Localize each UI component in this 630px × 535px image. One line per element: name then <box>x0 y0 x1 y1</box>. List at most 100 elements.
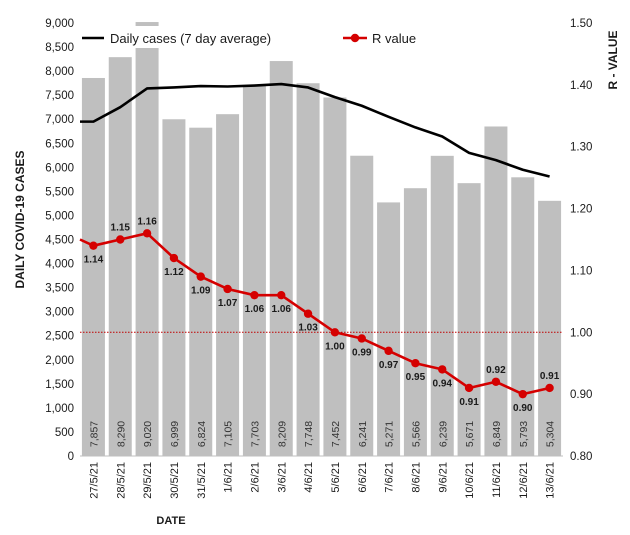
r-value-label: 1.15 <box>111 223 131 234</box>
bar-value-label: 6,849 <box>491 421 503 447</box>
x-tick-label: 8/6/21 <box>410 462 422 493</box>
r-value-series: 1.14 1.15 1.16 1.12 1.09 1.07 1.06 1.06 1.03 1.00… <box>79 216 560 414</box>
r-value-point <box>438 365 447 374</box>
legend-background <box>80 26 265 48</box>
y-left-tick-label: 5,000 <box>45 210 74 222</box>
y-left-tick-label: 4,000 <box>45 259 74 271</box>
r-value-label: 1.07 <box>218 298 238 309</box>
x-tick-label: 6/6/21 <box>357 462 369 493</box>
bar-series: 7,857 8,290 9,020 6,999 6,824 7,105 7,703 8,209… <box>81 22 562 457</box>
r-value-point <box>169 253 179 263</box>
x-tick-label: 29/5/21 <box>142 462 154 499</box>
r-value-label: 0.95 <box>406 372 426 383</box>
y-left-tick-label: 4,500 <box>45 235 74 247</box>
y-right-axis-title: R - VALUE <box>606 30 620 89</box>
bar-value-label: 8,209 <box>276 421 288 447</box>
bar-value-label: 5,271 <box>384 421 396 447</box>
x-tick-label: 1/6/21 <box>223 462 235 493</box>
y-left-tick-label: 3,000 <box>45 307 74 319</box>
x-tick-label: 10/6/21 <box>464 462 476 499</box>
legend-r-marker <box>350 33 360 43</box>
legend: Daily cases (7 day average) R value <box>80 26 430 48</box>
x-tick-label: 12/6/21 <box>518 462 530 499</box>
bar <box>377 202 401 456</box>
y-left-tick-label: 2,500 <box>45 331 74 343</box>
legend-average-label: Daily cases (7 day average) <box>110 31 271 46</box>
y-right-tick-label: 1.10 <box>570 265 592 277</box>
bar-value-label: 5,304 <box>545 421 557 447</box>
y-left-tick-label: 6,500 <box>45 138 74 150</box>
x-tick-label: 11/6/21 <box>491 462 503 498</box>
bar <box>430 155 454 456</box>
r-value-label: 1.00 <box>325 341 345 352</box>
bar-value-label: 7,105 <box>223 421 235 447</box>
y-right-tick-label: 0.80 <box>570 451 592 463</box>
r-value-point <box>223 284 232 294</box>
r-value-label: 1.06 <box>272 304 292 315</box>
bar-value-label: 6,239 <box>437 421 449 447</box>
bar-value-label: 7,748 <box>303 421 315 447</box>
bar <box>296 83 320 456</box>
y-right-tick-label: 1.20 <box>570 204 592 216</box>
y-left-axis-title: DAILY COVID-19 CASES <box>13 150 27 288</box>
r-value-label: 0.99 <box>352 347 372 358</box>
bar <box>484 126 508 456</box>
bar <box>511 177 535 456</box>
bar-value-label: 6,241 <box>357 421 369 447</box>
y-right-tick-label: 1.50 <box>570 18 592 30</box>
r-value-label: 0.97 <box>379 360 399 371</box>
bar <box>162 119 186 457</box>
x-tick-label: 5/6/21 <box>330 462 342 493</box>
bar <box>457 183 481 456</box>
x-tick-label: 30/5/21 <box>169 462 181 499</box>
y-left-tick-label: 2,000 <box>45 355 74 367</box>
y-right-tick-label: 1.40 <box>570 80 592 92</box>
bar <box>323 97 347 456</box>
r-value-label: 1.12 <box>164 267 184 278</box>
r-value-point <box>142 229 152 238</box>
y-left-tick-label: 3,500 <box>45 283 74 295</box>
bar-value-label: 6,999 <box>169 421 181 447</box>
legend-r-label: R value <box>372 31 416 46</box>
bar <box>269 61 293 457</box>
r-value-label: 0.91 <box>540 371 560 382</box>
average-line-series <box>80 82 550 178</box>
y-right-tick-label: 1.00 <box>570 327 592 339</box>
bar <box>350 155 374 456</box>
x-tick-label: 9/6/21 <box>437 462 449 493</box>
y-left-tick-label: 1,000 <box>45 403 74 415</box>
bar <box>81 77 105 456</box>
bar-value-label: 7,857 <box>88 421 100 447</box>
r-value-point <box>277 290 286 300</box>
bar-value-label: 7,452 <box>330 421 342 447</box>
r-value-label: 1.09 <box>191 286 211 297</box>
r-value-point <box>303 309 313 318</box>
r-value-label: 1.06 <box>245 304 265 315</box>
x-tick-label: 13/6/21 <box>545 462 557 499</box>
x-tick-label: 2/6/21 <box>249 462 261 493</box>
y-left-tick-label: 9,000 <box>45 18 74 30</box>
axes: 0 500 1,000 1,500 2,000 2,500 3,000 3,500 4,000 4… <box>13 18 620 527</box>
r-value-point <box>411 359 420 368</box>
x-tick-label: 4/6/21 <box>303 462 315 493</box>
r-value-label: 0.91 <box>459 397 479 408</box>
y-left-tick-label: 7,000 <box>45 114 74 126</box>
bar-value-label: 5,566 <box>410 421 422 447</box>
r-value-point <box>89 241 98 250</box>
bar <box>135 22 159 456</box>
r-value-point <box>116 235 125 244</box>
x-tick-label: 28/5/21 <box>115 462 127 499</box>
bar-value-label: 8,290 <box>115 421 127 447</box>
r-value-point <box>545 383 554 393</box>
bar-value-label: 5,793 <box>518 421 530 447</box>
x-tick-label: 31/5/21 <box>196 462 208 499</box>
r-value-label: 0.92 <box>486 365 506 376</box>
y-left-tick-label: 1,500 <box>45 379 74 391</box>
r-value-point <box>357 334 366 343</box>
x-axis-title: DATE <box>156 515 185 527</box>
average-line <box>80 82 550 178</box>
bar <box>108 57 132 457</box>
y-left-tick-label: 6,000 <box>45 162 74 174</box>
r-value-label: 1.16 <box>137 216 157 227</box>
